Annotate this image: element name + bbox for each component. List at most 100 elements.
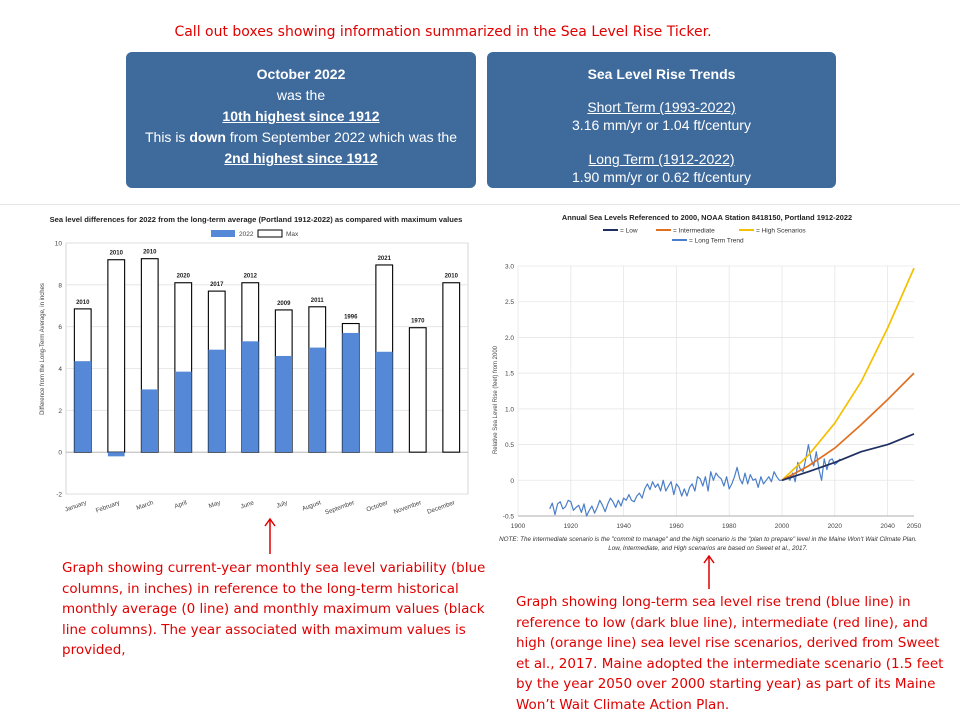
line-y-tick-label: 2.0 [505,335,514,342]
bar-2022 [375,351,393,453]
long-term-link[interactable]: Long Term (1912-2022) [588,151,735,167]
line-x-tick-label: 1920 [564,523,579,530]
bar-2022 [208,349,226,453]
bar-x-tick-label: October [365,499,388,513]
left-arrow [264,517,276,554]
line-x-tick-label: 1980 [722,523,737,530]
max-year-label: 2017 [210,282,224,288]
trend-pre: This is [144,129,190,145]
bar-y-tick-label: 4 [58,366,62,373]
legend-intermediate-label: = Intermediate [673,228,715,235]
trends-title: Sea Level Rise Trends [587,66,736,82]
top-note: Call out boxes showing information summa… [174,24,712,40]
bar-legend: 2022 Max [211,229,299,238]
right-arrow [703,554,715,589]
legend-max-swatch [257,229,283,238]
line-y-tick-label: 1.5 [505,371,514,378]
bar-2022 [141,389,159,453]
legend-high-label: = High Scenarios [756,228,806,235]
bar-2022 [107,452,125,457]
line-y-tick-label: 0 [510,478,514,485]
bar-y-tick-label: 2 [58,408,62,415]
line-y-tick-label: 1.0 [505,406,514,413]
short-term-link[interactable]: Short Term (1993-2022) [587,99,736,115]
line-plot-area: -0.5 0 0.5 1.0 1.5 2.0 2.5 3.0 1900 1920 1940 1960 1… [503,264,922,531]
max-year-label: 2012 [244,274,258,280]
short-term-value: 3.16 mm/yr or 1.04 ft/century [572,117,751,133]
bar-x-tick-label: February [95,499,122,514]
line-chart-title: Annual Sea Levels Referenced to 2000, NO… [562,213,852,222]
previous-ranking-link[interactable]: 2nd highest since 1912 [224,150,378,166]
bar-x-tick-label: July [276,499,290,510]
legend-2022-swatch [211,230,235,237]
bar-x-tick-label: September [324,499,355,516]
bar-y-axis-label: Difference from the Long-Term Average, i… [40,283,46,415]
legend-max-label: Max [286,231,299,238]
bar-y-tick-label: 6 [58,324,62,331]
trend-sentence: This is down from September 2022 which w… [126,127,476,148]
max-year-label: 2021 [378,256,392,262]
month-ranking-box: October 2022 was the 10th highest since … [126,52,476,188]
bar-2022 [308,347,326,453]
line-y-tick-label: 0.5 [505,442,514,449]
line-chart-note: NOTE: The intermediate scenario is the "… [499,536,917,552]
max-year-label: 2009 [277,301,291,307]
sea-level-line-chart: Annual Sea Levels Referenced to 2000, NO… [493,213,922,552]
line-x-tick-label: 1940 [616,523,631,530]
max-year-label: 2020 [177,274,191,280]
month-title: October 2022 [256,66,346,82]
line-x-tick-label: 2040 [880,523,895,530]
bar-2022 [342,332,360,453]
monthly-bar-chart: Sea level differences for 2022 from the … [40,215,469,516]
legend-low-label: = Low [620,228,638,235]
long-term-value: 1.90 mm/yr or 0.62 ft/century [572,169,751,185]
bar-2022 [241,341,259,453]
max-year-label: 1996 [344,315,358,321]
line-x-tick-label: 2050 [907,523,922,530]
bar-y-tick-label: 8 [58,282,62,289]
left-chart-caption: Graph showing current-year monthly sea l… [62,560,486,658]
bar-x-tick-label: June [240,499,256,510]
bar-x-tick-label: April [174,499,188,510]
legend-2022-label: 2022 [239,231,254,238]
line-x-tick-label: 1900 [511,523,526,530]
bar-x-tick-label: December [426,499,456,516]
line-x-tick-label: 2020 [828,523,843,530]
trend-direction: down [189,129,226,145]
bar-chart-title: Sea level differences for 2022 from the … [50,215,463,224]
line-y-axis-label: Relative Sea Level Rise (feet) from 2000 [493,345,499,454]
series-low-line [781,433,915,482]
max-year-label: 1970 [411,319,425,325]
bar-2022 [275,355,293,453]
line-y-tick-label: 3.0 [505,264,514,271]
line-chart-note-container: NOTE: The intermediate scenario is the "… [499,536,917,552]
bar-x-tick-label: May [208,499,222,510]
sea-level-trends-box: Sea Level Rise Trends Short Term (1993-2… [487,52,836,188]
max-year-label: 2010 [143,250,157,256]
max-bar [107,259,126,453]
bar-x-tick-label: March [136,499,155,512]
max-year-label: 2011 [311,298,325,304]
bar-x-tick-label: January [64,499,88,514]
was-the-text: was the [276,87,326,103]
max-year-label: 2010 [76,300,90,306]
max-bar [442,282,461,453]
bar-2022 [174,371,192,453]
divider [0,204,960,205]
line-y-tick-label: 2.5 [505,299,514,306]
bar-2022 [74,361,92,453]
max-year-label: 2010 [110,251,124,257]
ranking-link[interactable]: 10th highest since 1912 [222,108,380,124]
bar-x-tick-label: August [301,499,322,512]
line-x-tick-label: 2000 [775,523,790,530]
series-intermediate-line [781,372,915,482]
right-chart-caption: Graph showing long-term sea level rise t… [516,594,944,713]
line-y-tick-label: -0.5 [503,514,515,521]
bar-y-tick-label: -2 [56,492,62,499]
legend-trend-label: = Long Term Trend [689,238,744,245]
bar-y-tick-label: 10 [55,241,63,248]
series-high-scenarios-line [781,267,915,481]
bar-y-tick-label: 0 [58,450,62,457]
bar-x-tick-label: November [393,499,423,516]
bar-plot-area: -2 0 2 4 6 8 10 2010 January 2010 February 2010 Marc… [55,241,469,516]
